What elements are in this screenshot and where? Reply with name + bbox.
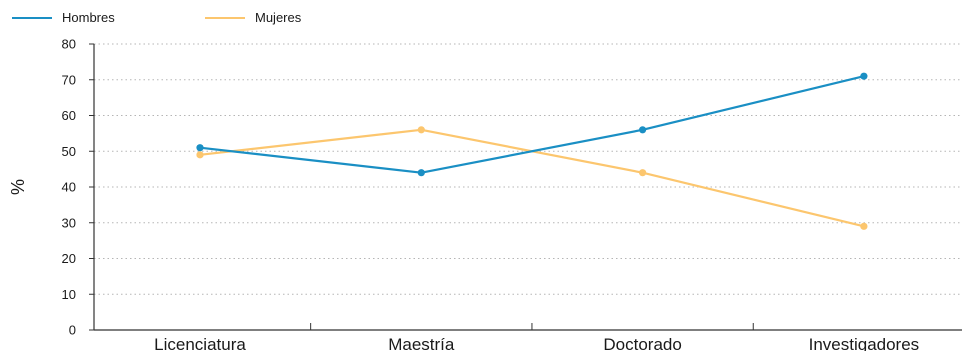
gridlines: [94, 43, 962, 295]
data-point-hombres: [196, 144, 204, 152]
series: [196, 72, 868, 230]
data-point-mujeres: [860, 222, 868, 230]
y-tick-label: 10: [62, 287, 76, 302]
y-tick-label: 50: [62, 144, 76, 159]
data-point-mujeres: [196, 151, 204, 159]
y-tick-label: 0: [69, 323, 76, 338]
series-line-hombres: [199, 75, 865, 174]
x-tick-label: Investigadores: [809, 335, 920, 351]
legend-label-mujeres: Mujeres: [255, 10, 302, 25]
y-tick-label: 60: [62, 108, 76, 123]
legend-label-hombres: Hombres: [62, 10, 115, 25]
data-point-hombres: [417, 169, 425, 177]
legend: Hombres Mujeres: [12, 10, 302, 25]
x-tick-label: Maestría: [388, 335, 455, 351]
series-line-mujeres: [199, 128, 865, 228]
y-tick-label: 80: [62, 37, 76, 52]
x-tick-label: Licenciatura: [154, 335, 246, 351]
data-point-hombres: [639, 126, 647, 134]
y-axis-label: %: [8, 179, 28, 195]
data-point-hombres: [860, 72, 868, 80]
y-tick-label: 40: [62, 180, 76, 195]
x-tick-label: Doctorado: [603, 335, 681, 351]
data-point-mujeres: [639, 169, 647, 177]
y-tick-label: 20: [62, 251, 76, 266]
data-point-mujeres: [417, 126, 425, 134]
y-tick-label: 70: [62, 72, 76, 87]
axes: 0 10 20 30 40 50 60 70 80 Licenciatura Maestría Doc…: [62, 37, 962, 351]
y-tick-label: 30: [62, 215, 76, 230]
